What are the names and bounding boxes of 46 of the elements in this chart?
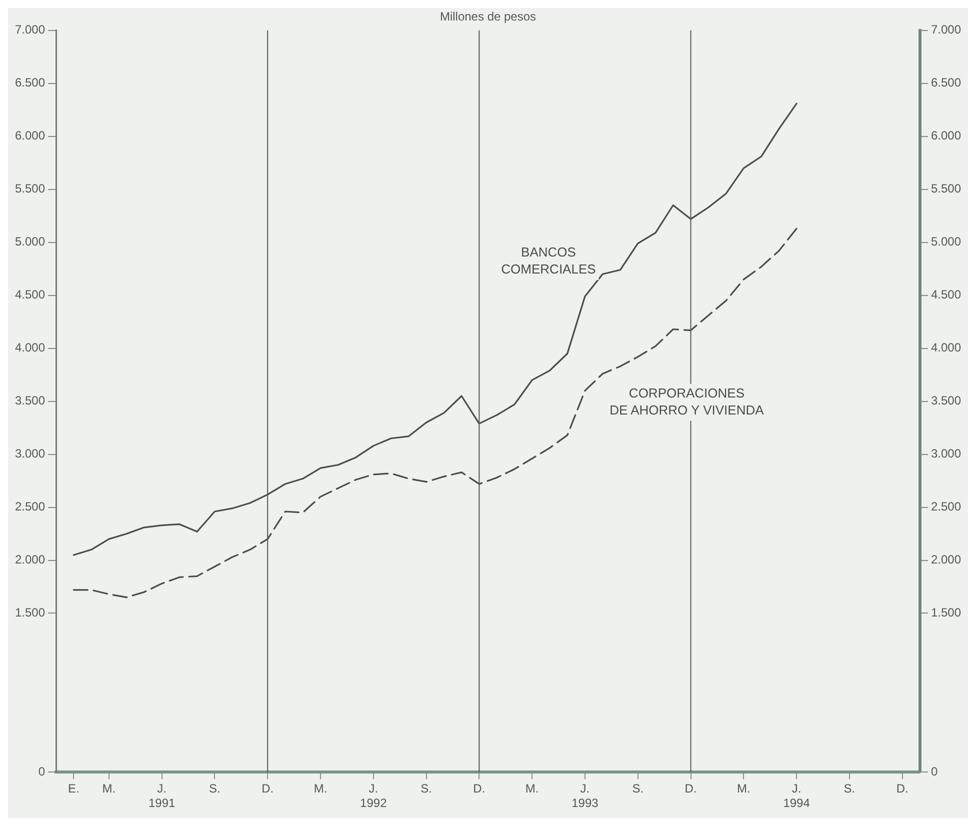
x-tick-label: D.: [684, 782, 697, 796]
y-tick-label: 6.000: [15, 128, 46, 143]
x-tick-label: D.: [473, 782, 486, 796]
x-tick-label: S.: [209, 782, 220, 796]
x-tick-label: E.: [68, 782, 80, 796]
y2-tick-label: 2.000: [930, 552, 962, 567]
y-tick-label: 2.500: [15, 500, 46, 514]
x-tick-label: J. 1991: [148, 782, 176, 810]
y-tick-label: 3.000: [15, 446, 46, 461]
y2-tick-label: 3.500: [930, 394, 962, 408]
y2-tick-label: 4.000: [930, 340, 962, 355]
y-tick-label: 5.500: [15, 182, 46, 196]
y-tick-label: 3.500: [15, 394, 46, 408]
y-tick-label: 1.500: [15, 606, 46, 620]
y2-tick-label: 6.000: [930, 128, 962, 143]
y-tick-label: 7.000: [15, 22, 46, 37]
y-tick-label: 4.000: [15, 340, 46, 355]
x-tick-label: S.: [844, 782, 856, 796]
y2-tick-label: 7.000: [930, 22, 962, 37]
x-tick-label: S.: [632, 782, 644, 796]
y2-tick-label: 6.500: [930, 76, 962, 90]
y2-tick-label: 3.000: [930, 446, 962, 461]
series-label: CORPORACIONES DE AHORRO Y VIVIENDA: [610, 385, 764, 418]
y2-tick-label: 5.000: [930, 234, 962, 249]
y-tick-label: 6.500: [15, 76, 46, 90]
y2-tick-label: 0: [930, 764, 938, 779]
y-tick-label: 2.000: [15, 552, 46, 567]
x-tick-label: M.: [525, 782, 539, 796]
y2-tick-label: 1.500: [930, 606, 962, 620]
x-tick-label: S.: [420, 782, 432, 796]
y-tick-label: 4.500: [15, 288, 46, 302]
y-tick-label: 5.000: [15, 234, 46, 249]
x-tick-label: J. 1992: [360, 782, 388, 810]
x-tick-label: M.: [736, 782, 750, 796]
chart-title: Millones de pesos: [440, 10, 536, 24]
x-tick-label: D.: [896, 782, 908, 796]
y2-tick-label: 2.500: [930, 500, 962, 514]
x-tick-label: J. 1993: [572, 782, 599, 810]
x-tick-label: M.: [314, 782, 328, 796]
series-label: BANCOS COMERCIALES: [501, 244, 596, 277]
x-tick-label: M.: [102, 782, 116, 796]
y-tick-label: 0: [38, 764, 46, 779]
y2-tick-label: 5.500: [930, 182, 962, 196]
y2-tick-label: 4.500: [930, 288, 962, 302]
x-tick-label: J. 1994: [783, 782, 810, 810]
x-tick-label: D.: [262, 782, 274, 796]
